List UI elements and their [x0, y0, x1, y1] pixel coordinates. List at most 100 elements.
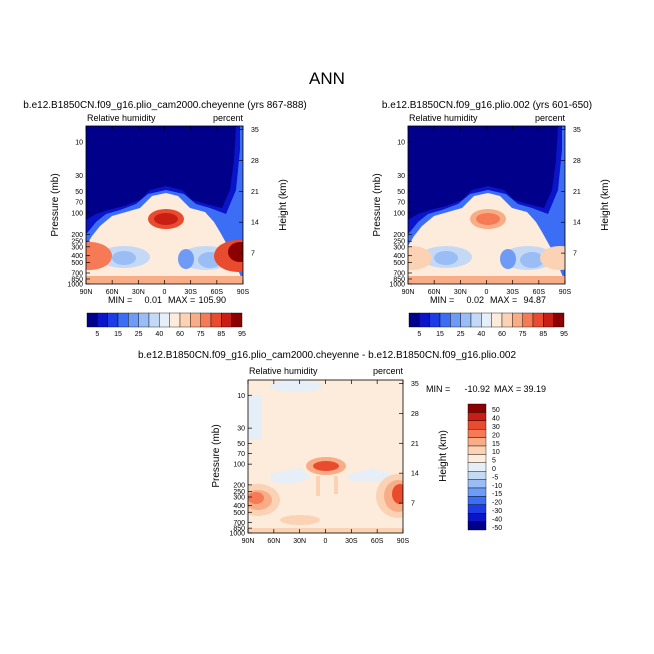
- y2-tick-label: 35: [573, 127, 581, 134]
- x-tick-label: 30S: [345, 538, 358, 545]
- colorbar-box: [543, 312, 554, 328]
- colorbar-box: [467, 454, 487, 463]
- x-tick-label: 60S: [371, 538, 384, 545]
- colorbar-box: [467, 521, 487, 531]
- colorbar-label: 95: [560, 331, 568, 338]
- x-tick-label: 30S: [184, 289, 197, 296]
- colorbar-box: [532, 312, 544, 328]
- y-tick-label: 200: [233, 482, 245, 489]
- y2-tick-label: 35: [251, 127, 259, 134]
- y-tick-label: 30: [397, 173, 405, 180]
- colorbar-label: 15: [436, 331, 444, 338]
- x-tick-label: 60N: [106, 289, 119, 296]
- colorbar-label: 40: [155, 331, 163, 338]
- colorbar-label: 25: [457, 331, 465, 338]
- colorbar-box: [419, 312, 430, 328]
- y-tick-label: 10: [397, 139, 405, 146]
- colorbar-label: 60: [498, 331, 506, 338]
- colorbar-label: -30: [492, 508, 502, 515]
- colorbar-box: [467, 403, 487, 413]
- colorbar-label: -20: [492, 500, 502, 507]
- panel-b-max-label: MAX =: [490, 295, 517, 305]
- panel-a-y2-ticks: 35 28 21 14 7: [239, 127, 259, 258]
- panel-a-max-value: 105.90: [198, 295, 226, 305]
- panel-a-max-label: MAX =: [168, 295, 195, 305]
- colorbar-label: 40: [492, 416, 500, 423]
- colorbar-box: [128, 312, 139, 328]
- panel-c-min-value: -10.92: [464, 384, 490, 394]
- panel-c-y2-ticks: 35 28 21 14 7: [399, 381, 419, 508]
- colorbar-box: [467, 420, 487, 430]
- y-tick-label: 700: [393, 270, 405, 277]
- colorbar-label: -40: [492, 516, 502, 523]
- colorbar-box: [553, 312, 565, 328]
- main-title: ANN: [309, 69, 345, 88]
- colorbar-box: [467, 487, 487, 497]
- colorbar-box: [450, 312, 461, 328]
- colorbar-box: [467, 504, 487, 514]
- panel-a-x-ticks: 90N 60N 30N 0 30S 60S 90S: [80, 126, 250, 296]
- panel-b-y2label: Height (km): [600, 179, 611, 231]
- x-tick-label: 60S: [211, 289, 224, 296]
- panel-a: b.e12.B1850CN.f09_g16.plio_cam2000.cheye…: [23, 100, 307, 338]
- colorbar-label: 85: [217, 331, 225, 338]
- y2-tick-label: 7: [251, 251, 255, 258]
- y-tick-label: 100: [71, 210, 83, 217]
- y2-tick-label: 35: [411, 381, 419, 388]
- panel-b-min-value: 0.02: [466, 295, 484, 305]
- colorbar-box: [460, 312, 472, 328]
- y-tick-label: 300: [233, 494, 245, 501]
- x-tick-label: 90N: [80, 289, 93, 296]
- x-tick-label: 0: [485, 289, 489, 296]
- colorbar-box: [491, 312, 503, 328]
- y2-tick-label: 7: [411, 501, 415, 508]
- colorbar-label: 95: [238, 331, 246, 338]
- y-tick-label: 500: [71, 260, 83, 267]
- y-tick-label: 250: [71, 239, 83, 246]
- colorbar-box: [481, 312, 492, 328]
- y-tick-label: 50: [237, 441, 245, 448]
- panel-c-field: [248, 380, 403, 533]
- y-tick-label: 700: [71, 270, 83, 277]
- colorbar-box: [86, 312, 98, 328]
- y-tick-label: 400: [393, 253, 405, 260]
- colorbar-box: [512, 312, 523, 328]
- colorbar-label: 25: [135, 331, 143, 338]
- y-tick-label: 70: [237, 451, 245, 458]
- y-tick-label: 200: [393, 232, 405, 239]
- colorbar-label: -10: [492, 483, 502, 490]
- colorbar-box: [190, 312, 201, 328]
- y-tick-label: 10: [237, 393, 245, 400]
- colorbar-box: [470, 312, 482, 328]
- colorbar-box: [221, 312, 232, 328]
- colorbar-box: [522, 312, 534, 328]
- panel-b-colorbar: 5 15 25 40 60 75 85 95: [408, 312, 568, 338]
- panel-a-min-label: MIN =: [108, 295, 132, 305]
- y2-tick-label: 28: [411, 411, 419, 418]
- panel-b-field: [408, 126, 565, 284]
- colorbar-label: 50: [492, 407, 500, 414]
- colorbar-label: 0: [492, 466, 496, 473]
- colorbar-box: [467, 429, 487, 438]
- y-tick-label: 500: [233, 510, 245, 517]
- panel-c-min-label: MIN =: [426, 384, 450, 394]
- colorbar-label: 60: [176, 331, 184, 338]
- colorbar-label: 85: [539, 331, 547, 338]
- panel-a-field: [86, 126, 243, 284]
- y2-tick-label: 14: [573, 220, 581, 227]
- y-tick-label: 850: [71, 276, 83, 283]
- y-tick-label: 850: [393, 276, 405, 283]
- panel-b-max-value: 94.87: [523, 295, 546, 305]
- panel-b-title: b.e12.B1850CN.f09_g16.plio.002 (yrs 601-…: [382, 100, 592, 111]
- y-tick-label: 400: [233, 503, 245, 510]
- y-tick-label: 100: [393, 210, 405, 217]
- colorbar-label: 15: [492, 441, 500, 448]
- y2-tick-label: 28: [251, 158, 259, 165]
- y-tick-label: 1000: [67, 282, 83, 289]
- y-tick-label: 30: [75, 173, 83, 180]
